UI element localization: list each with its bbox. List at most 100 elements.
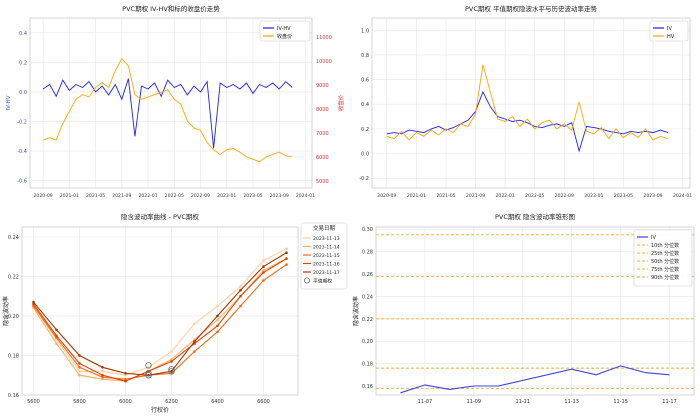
data-point: [78, 370, 81, 373]
data-point: [262, 259, 265, 262]
x-tick-label: 6200: [165, 399, 178, 405]
y-tick-label: 0.24: [362, 294, 373, 300]
series-line: [386, 90, 668, 153]
legend-label: 2023-11-17: [313, 270, 340, 276]
data-point: [216, 324, 219, 328]
y2-tick-label: 11000: [316, 35, 332, 41]
y-tick-label: 0.0: [361, 152, 369, 158]
y-tick-label: 0.8: [361, 53, 369, 59]
x-tick-label: 2020-09: [377, 193, 396, 199]
legend-label: IV: [667, 26, 672, 32]
y-tick-label: -0.6: [17, 179, 27, 185]
legend-title: 交易日期: [313, 224, 336, 232]
atm-marker: [168, 366, 175, 373]
x-tick-label: 2022-05: [525, 193, 544, 199]
x-tick-label: 2023-01: [217, 193, 236, 199]
y-tick-label: 0.0: [19, 90, 27, 96]
y-tick-label: 0.24: [8, 235, 19, 241]
legend-label: IV: [651, 235, 656, 241]
x-tick-label: 11-17: [662, 399, 677, 405]
data-point: [285, 247, 288, 250]
y-tick-label: 0.2: [361, 127, 369, 133]
x-tick-label: 2021-01: [60, 193, 79, 199]
data-point: [78, 373, 81, 377]
data-point: [32, 300, 35, 304]
data-point: [124, 372, 127, 375]
x-tick-label: 2021-05: [436, 193, 455, 199]
x-tick-label: 2021-09: [112, 193, 131, 199]
data-point: [262, 265, 265, 268]
chart-iv-cone: PVC期权 隐含波动率锥形图 0.16 0.18 0.20 0.22 0.24 0.26 0.…: [352, 212, 695, 405]
atm-marker: [145, 362, 152, 369]
y-tick-label: 0.22: [8, 274, 19, 280]
y-tick-label: 0.18: [8, 353, 19, 359]
series-line: [42, 57, 293, 163]
y-axis-label: IV-HV: [6, 95, 12, 110]
plot-frame: [21, 226, 299, 396]
y-tick-label: 0.6: [361, 78, 369, 84]
y-tick-label: -0.2: [17, 119, 27, 125]
data-point: [262, 279, 265, 282]
x-tick-label: 2021-09: [466, 193, 485, 199]
legend-label: HV: [667, 34, 675, 40]
legend-label: 2023-11-14: [313, 244, 340, 250]
data-point: [285, 263, 288, 266]
x-tick-label: 2022-09: [555, 193, 574, 199]
data-point: [239, 294, 242, 298]
x-tick-label: 11-13: [564, 399, 579, 405]
legend-label: 10th 分位数: [651, 242, 679, 249]
data-point: [78, 362, 81, 365]
data-point: [101, 370, 104, 373]
data-point: [239, 285, 242, 288]
chart-title: PVC期权 隐含波动率锥形图: [495, 212, 575, 221]
y-tick-label: 0.20: [362, 339, 373, 345]
y-tick-label: 0.16: [8, 393, 19, 399]
legend-label: 2023-11-13: [313, 236, 340, 242]
x-tick-label: 2022-01: [138, 193, 157, 199]
legend-label: 2023-11-15: [313, 253, 340, 259]
x-tick-label: 2023-01: [584, 193, 603, 199]
y-tick-label: 0.16: [362, 384, 373, 390]
y2-tick-label: 7000: [316, 131, 329, 137]
data-point: [101, 375, 104, 379]
atm-marker: [145, 370, 152, 377]
data-point: [78, 366, 81, 369]
series-line: [42, 78, 293, 149]
data-point: [101, 366, 104, 369]
y-tick-label: 0.30: [362, 227, 373, 233]
data-point: [193, 322, 196, 326]
y-axis-label: 隐含波动率: [352, 296, 360, 326]
data-point: [193, 340, 196, 343]
y-tick-label: 0.22: [362, 317, 373, 323]
data-point: [124, 373, 127, 377]
legend-box: [300, 222, 348, 290]
data-point: [262, 269, 265, 272]
data-point: [170, 360, 173, 363]
series-line: [400, 365, 670, 394]
legend-label: 平值期权: [313, 277, 332, 284]
x-tick-label: 2023-05: [614, 193, 633, 199]
y2-tick-label: 10000: [316, 59, 332, 65]
data-point: [216, 314, 219, 318]
y2-tick-label: 9000: [316, 83, 329, 89]
series-line: [33, 264, 287, 380]
x-tick-label: 11-15: [613, 399, 628, 405]
chart-atm-iv-hv: PVC期权 平值期权隐波水平与历史波动率走势 -0.2 0.0 0.2 0.4 0.6 0.…: [359, 4, 692, 199]
data-point: [216, 330, 219, 334]
x-tick-label: 2023-09: [270, 193, 289, 199]
data-point: [285, 257, 288, 260]
chart-title: PVC期权 IV-HV和标的收盘价走势: [122, 4, 220, 13]
x-tick-label: 2023-09: [643, 193, 662, 199]
y-tick-label: 0.26: [362, 272, 373, 278]
x-tick-label: 2021-01: [407, 193, 426, 199]
x-tick-label: 6400: [211, 399, 224, 405]
legend-label: 75th 分位数: [651, 266, 679, 273]
y-tick-label: 0.18: [362, 362, 373, 368]
data-point: [285, 251, 288, 254]
y2-tick-label: 6000: [316, 155, 329, 161]
x-tick-label: 2022-01: [496, 193, 515, 199]
x-tick-label: 5600: [27, 399, 40, 405]
legend-label: 收盘价: [277, 33, 292, 40]
legend-box: [633, 229, 693, 287]
atm-marker: [168, 368, 175, 375]
